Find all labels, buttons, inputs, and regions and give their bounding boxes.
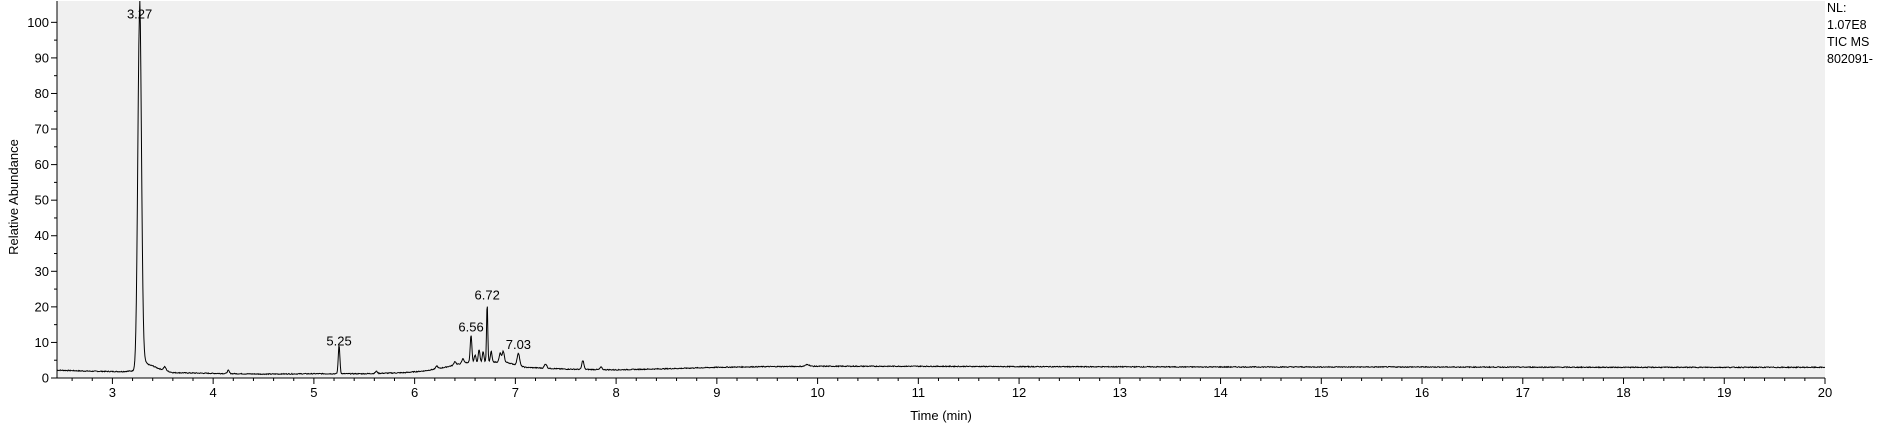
x-tick-label: 12 xyxy=(1012,385,1026,400)
y-axis-title: Relative Abundance xyxy=(6,139,21,255)
y-tick-label: 90 xyxy=(35,50,49,65)
y-tick-label: 10 xyxy=(35,335,49,350)
trace-type-label: TIC MS xyxy=(1827,35,1870,49)
x-tick-label: 10 xyxy=(810,385,824,400)
x-tick-label: 11 xyxy=(912,385,926,400)
x-tick-label: 19 xyxy=(1717,385,1731,400)
x-tick-label: 20 xyxy=(1818,385,1832,400)
x-tick-label: 7 xyxy=(512,385,519,400)
x-axis-ticks: 3 4 5 6 7 8 9 10 11 12 13 14 15 16 17 18 19 20 xyxy=(71,378,1832,400)
file-name-label: 802091- xyxy=(1827,52,1873,66)
y-tick-label: 60 xyxy=(35,157,49,172)
peak-label: 3.27 xyxy=(127,6,152,21)
x-tick-label: 13 xyxy=(1113,385,1127,400)
y-tick-label: 30 xyxy=(35,264,49,279)
x-tick-label: 15 xyxy=(1314,385,1328,400)
peak-label: 6.56 xyxy=(458,319,483,334)
peak-label: 5.25 xyxy=(326,334,351,349)
x-tick-label: 4 xyxy=(210,385,217,400)
y-tick-label: 80 xyxy=(35,86,49,101)
x-axis-title: Time (min) xyxy=(910,408,972,423)
peak-label: 7.03 xyxy=(506,337,531,352)
x-tick-label: 17 xyxy=(1516,385,1530,400)
peak-label: 6.72 xyxy=(475,287,500,302)
y-tick-label: 100 xyxy=(27,15,49,30)
y-tick-label: 70 xyxy=(35,122,49,137)
trace-info-panel: NL: 1.07E8 TIC MS 802091- xyxy=(1827,0,1878,68)
x-tick-label: 5 xyxy=(310,385,317,400)
x-tick-label: 16 xyxy=(1415,385,1429,400)
tic-trace-line xyxy=(56,0,1826,376)
x-tick-label: 18 xyxy=(1616,385,1630,400)
y-axis-ticks: 0 10 20 30 40 50 60 70 80 90 100 xyxy=(27,15,57,386)
y-tick-label: 50 xyxy=(35,193,49,208)
x-tick-label: 6 xyxy=(411,385,418,400)
x-tick-label: 3 xyxy=(109,385,116,400)
x-tick-label: 9 xyxy=(713,385,720,400)
plot-area xyxy=(57,1,1825,378)
normalization-label: NL: xyxy=(1827,1,1847,15)
peak-annotations: 3.27 5.25 6.56 6.72 7.03 xyxy=(127,6,531,352)
y-tick-label: 20 xyxy=(35,299,49,314)
normalization-value: 1.07E8 xyxy=(1827,18,1867,32)
x-tick-label: 8 xyxy=(612,385,619,400)
x-tick-label: 14 xyxy=(1213,385,1227,400)
y-tick-label: 40 xyxy=(35,228,49,243)
y-tick-label: 0 xyxy=(42,371,49,386)
